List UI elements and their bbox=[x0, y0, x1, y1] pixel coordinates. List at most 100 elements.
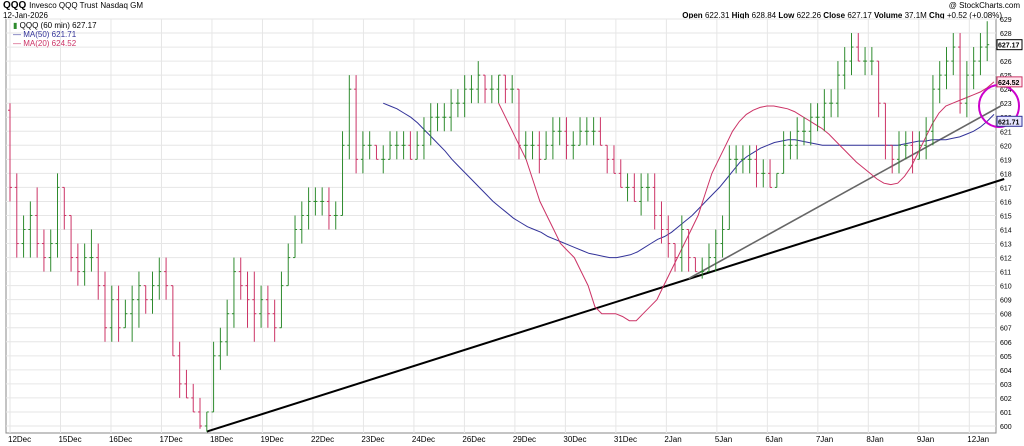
y-tick-label: 611 bbox=[1000, 270, 1011, 277]
ohlc-bar bbox=[829, 89, 834, 118]
legend-ma50-swatch-icon: — bbox=[13, 30, 21, 39]
legend-ma20-label: MA(20) 624.52 bbox=[23, 39, 77, 48]
ohlc-bar bbox=[679, 215, 684, 272]
ohlc-bar bbox=[41, 229, 46, 272]
ohlc-bar bbox=[164, 257, 169, 300]
ohlc-bar bbox=[639, 173, 644, 216]
ohlc-bar bbox=[530, 131, 535, 160]
close-price-tag-text: 627.17 bbox=[998, 43, 1020, 50]
ohlc-bar bbox=[659, 201, 664, 244]
ohlc-bar bbox=[279, 271, 284, 329]
ohlc-bar bbox=[374, 144, 379, 160]
ohlc-bar bbox=[428, 103, 433, 146]
close-value: 627.17 bbox=[847, 11, 872, 20]
ohlc-bar bbox=[449, 89, 454, 132]
ohlc-bar bbox=[75, 243, 80, 286]
ohlc-bar bbox=[116, 285, 121, 342]
x-tick-label: 23Dec bbox=[361, 435, 384, 444]
ohlc-bar bbox=[537, 131, 542, 174]
ohlc-bar bbox=[516, 88, 521, 160]
legend-main-label: QQQ (60 min) 627.17 bbox=[19, 21, 97, 30]
ohlc-bar bbox=[320, 187, 325, 216]
ohlc-bar bbox=[21, 215, 26, 258]
ohlc-bar bbox=[286, 243, 291, 287]
ohlc-bar bbox=[611, 145, 616, 174]
x-tick-label: 12Dec bbox=[8, 435, 31, 444]
ma50-price-tag-box bbox=[996, 115, 1023, 127]
open-label: Open bbox=[682, 11, 703, 20]
ohlc-bar bbox=[632, 173, 637, 202]
legend-ma20: — MA(20) 624.52 bbox=[13, 39, 97, 48]
y-tick-label: 610 bbox=[1000, 284, 1012, 291]
ohlc-bar bbox=[903, 131, 908, 160]
copyright: @ StockCharts.com bbox=[948, 1, 1020, 10]
plot-area bbox=[5, 18, 997, 434]
x-tick-label: 12Jan bbox=[967, 435, 989, 444]
chart-legend: ▮ QQQ (60 min) 627.17 — MA(50) 621.71 — … bbox=[13, 21, 97, 48]
x-tick-label: 8Jan bbox=[866, 435, 883, 444]
exchange: Nasdaq GM bbox=[100, 1, 144, 10]
ohlc-bar bbox=[890, 144, 895, 174]
ma20-price-tag-text: 624.52 bbox=[998, 80, 1020, 87]
ohlc-bar bbox=[489, 75, 494, 104]
chg-label: Chg bbox=[929, 11, 945, 20]
ohlc-bar bbox=[740, 145, 745, 174]
y-tick-label: 612 bbox=[1000, 256, 1012, 263]
ohlc-bar bbox=[869, 47, 874, 76]
ohlc-bar bbox=[109, 285, 114, 342]
ohlc-bar bbox=[503, 74, 508, 104]
ohlc-bar bbox=[293, 215, 298, 259]
ohlc-bar bbox=[476, 61, 481, 104]
ohlc-bar bbox=[8, 103, 12, 202]
y-tick-label: 602 bbox=[1000, 396, 1012, 403]
ohlc-bar bbox=[876, 60, 881, 118]
y-tick-label: 618 bbox=[1000, 171, 1012, 178]
y-tick-label: 620 bbox=[1000, 143, 1012, 150]
y-tick-label: 608 bbox=[1000, 312, 1012, 319]
ohlc-bar bbox=[883, 102, 888, 160]
ohlc-bar bbox=[584, 117, 589, 146]
ohlc-bar bbox=[238, 257, 243, 300]
ohlc-bar bbox=[625, 173, 630, 202]
legend-ohlc-icon: ▮ bbox=[13, 21, 18, 30]
ohlc-bar bbox=[265, 285, 270, 328]
y-tick-label: 604 bbox=[1000, 368, 1012, 375]
ohlc-bar bbox=[462, 75, 467, 118]
chg-value: +0.52 (+0.08%) bbox=[946, 11, 1002, 20]
ohlc-bar bbox=[306, 187, 311, 230]
trendline-minor bbox=[688, 105, 1002, 280]
ohlc-bar bbox=[35, 187, 40, 258]
ohlc-bar bbox=[415, 131, 420, 160]
volume-label: Volume bbox=[874, 11, 903, 20]
ohlc-bar bbox=[856, 33, 861, 62]
ohlc-bar bbox=[150, 271, 155, 314]
low-value: 622.26 bbox=[796, 11, 822, 20]
ohlc-bar bbox=[523, 131, 528, 160]
ohlc-bar bbox=[958, 33, 963, 114]
x-tick-label: 2Jan bbox=[664, 435, 681, 444]
ohlc-bar bbox=[401, 131, 406, 160]
y-tick-label: 623 bbox=[1000, 101, 1012, 108]
ohlc-bar bbox=[720, 215, 725, 258]
y-tick-label: 609 bbox=[1000, 298, 1012, 305]
ohlc-bar bbox=[381, 145, 386, 174]
ohlc-bar bbox=[937, 61, 942, 104]
ohlc-bar bbox=[747, 145, 752, 174]
ohlc-bar bbox=[245, 271, 250, 328]
x-tick-label: 9Jan bbox=[917, 435, 934, 444]
ohlc-bar bbox=[693, 257, 698, 273]
ohlc-bar bbox=[951, 33, 956, 76]
ohlc-bar bbox=[727, 145, 732, 231]
ohlc-bar bbox=[713, 229, 718, 272]
ohlc-bar bbox=[591, 117, 596, 146]
ohlc-bar bbox=[768, 159, 773, 188]
x-tick-label: 31Dec bbox=[614, 435, 637, 444]
ohlc-bar bbox=[360, 131, 365, 174]
ohlc-summary: Open 622.31 High 628.84 Low 622.26 Close… bbox=[682, 11, 1002, 21]
trendline-major bbox=[206, 178, 1005, 433]
ohlc-bar bbox=[605, 144, 610, 174]
ohlc-bar bbox=[272, 299, 277, 342]
ohlc-bar bbox=[347, 75, 352, 160]
y-tick-label: 603 bbox=[1000, 382, 1012, 389]
